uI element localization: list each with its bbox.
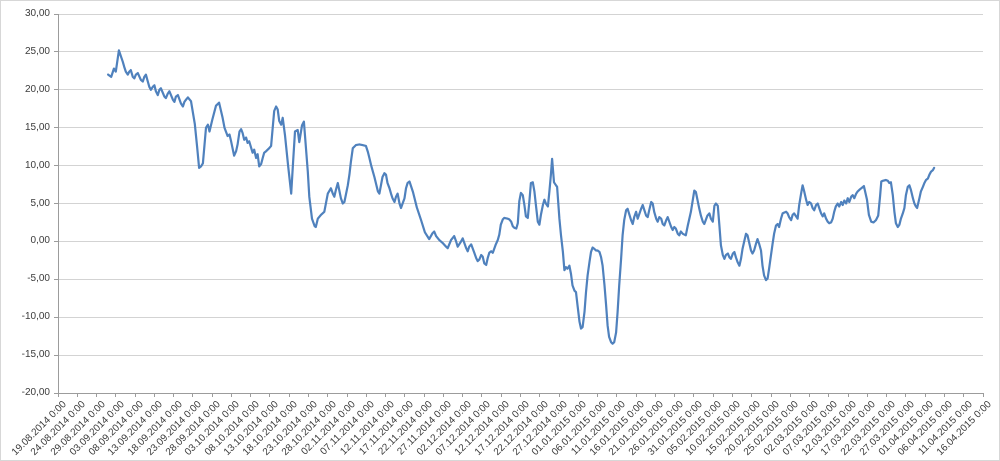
x-axis-tick <box>712 393 714 397</box>
x-axis-tick <box>943 393 945 397</box>
x-axis-tick <box>886 393 888 397</box>
x-axis-tick <box>789 393 791 397</box>
x-axis-tick <box>500 393 502 397</box>
gridline <box>58 165 983 167</box>
x-axis-tick <box>462 393 464 397</box>
x-axis-tick <box>481 393 483 397</box>
x-axis-tick <box>847 393 849 397</box>
y-axis-tick <box>54 127 58 129</box>
x-axis-tick <box>905 393 907 397</box>
x-axis-tick <box>558 393 560 397</box>
x-axis-tick <box>982 393 984 397</box>
y-axis-tick <box>54 392 58 394</box>
x-axis-tick <box>308 393 310 397</box>
y-axis-label: -15,00 <box>21 349 50 361</box>
gridline <box>58 278 983 280</box>
x-axis-tick <box>442 393 444 397</box>
y-axis-label: 30,00 <box>24 8 50 19</box>
y-axis-tick <box>54 316 58 318</box>
x-axis-tick <box>365 393 367 397</box>
x-axis-tick <box>828 393 830 397</box>
x-axis-tick <box>76 393 78 397</box>
x-axis-tick <box>288 393 290 397</box>
x-axis-tick <box>693 393 695 397</box>
gridline <box>58 316 983 318</box>
x-axis-tick <box>520 393 521 397</box>
series-line <box>106 49 936 345</box>
y-axis-label: 15,00 <box>24 121 50 133</box>
y-axis-tick <box>54 278 58 280</box>
y-axis-label: -5,00 <box>27 273 50 285</box>
gridline <box>58 203 983 204</box>
y-axis-label: 5,00 <box>30 197 50 209</box>
y-axis-tick <box>54 203 58 204</box>
y-axis-label: -20,00 <box>21 387 50 398</box>
gridline <box>58 127 983 129</box>
x-axis-tick <box>153 393 155 397</box>
x-axis-tick <box>230 393 232 397</box>
x-axis-tick <box>269 393 271 397</box>
x-axis-tick <box>423 393 425 397</box>
x-axis-tick <box>250 393 252 397</box>
y-axis-tick <box>54 89 58 91</box>
x-axis-tick <box>115 393 117 397</box>
x-axis-tick <box>134 393 136 397</box>
x-axis-tick <box>173 393 175 397</box>
y-axis-label: -10,00 <box>21 311 50 323</box>
x-axis-tick <box>404 393 406 397</box>
x-axis-tick <box>577 393 579 397</box>
x-axis-tick <box>192 393 194 397</box>
y-axis-tick <box>54 165 58 167</box>
x-axis-tick <box>654 393 656 397</box>
x-axis-tick <box>616 393 618 397</box>
x-axis-tick <box>809 393 811 397</box>
x-axis-tick <box>346 393 348 397</box>
y-axis-label: 10,00 <box>24 159 50 171</box>
gridline <box>58 51 983 53</box>
y-axis-tick <box>54 13 58 15</box>
y-axis-tick <box>54 354 58 356</box>
x-axis-tick <box>924 393 926 397</box>
y-axis-label: 20,00 <box>24 83 50 95</box>
gridline <box>58 13 983 15</box>
x-axis-tick <box>674 393 676 397</box>
x-axis-tick <box>635 393 637 397</box>
x-axis-tick <box>539 393 541 397</box>
x-axis-tick <box>731 393 733 397</box>
y-axis-tick <box>54 51 58 53</box>
x-axis-tick <box>963 393 965 397</box>
x-axis-tick <box>211 393 213 397</box>
x-axis-tick <box>385 393 387 397</box>
x-axis-tick <box>866 393 868 397</box>
gridline <box>58 240 983 242</box>
y-axis-label: 25,00 <box>24 45 50 57</box>
y-axis-label: 0,00 <box>30 235 50 247</box>
x-axis-tick <box>327 393 329 397</box>
gridline <box>58 354 983 356</box>
gridline <box>58 89 983 91</box>
x-axis-tick <box>96 393 98 397</box>
x-axis-tick <box>597 393 599 397</box>
y-axis-line <box>58 14 59 397</box>
x-axis-tick <box>770 393 772 397</box>
x-axis-tick <box>57 393 59 397</box>
x-axis-tick <box>751 393 753 397</box>
y-axis-tick <box>54 240 58 242</box>
